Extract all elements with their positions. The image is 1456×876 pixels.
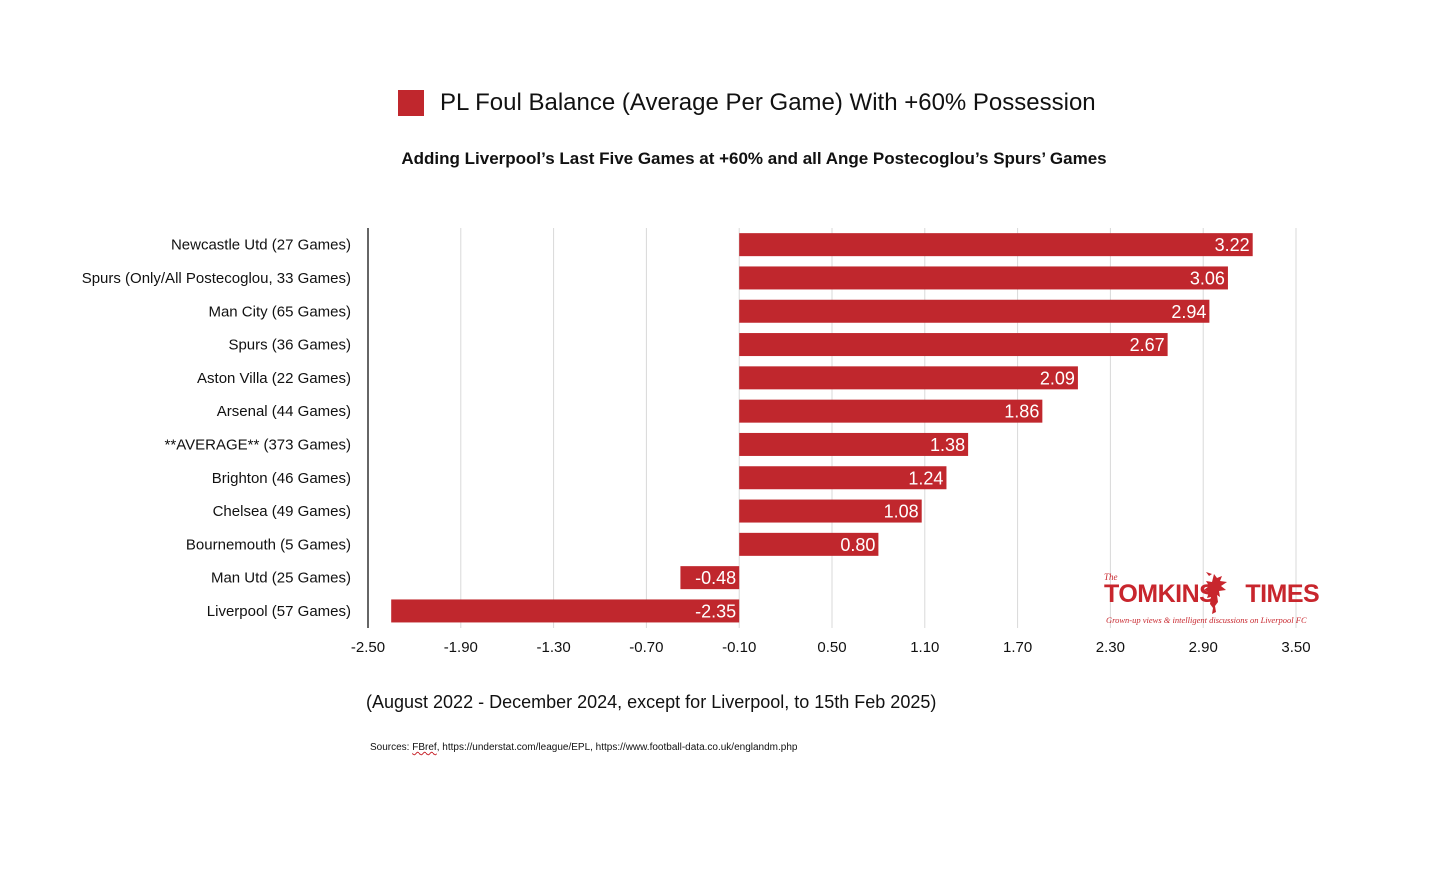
category-label: Bournemouth (5 Games) [186,536,351,553]
bar-value-label: 1.24 [908,468,943,488]
category-label: Brighton (46 Games) [212,470,351,487]
x-tick-label: 3.50 [1281,639,1310,656]
bar [739,532,879,556]
bar-value-label: 2.09 [1040,368,1075,388]
bar [739,432,969,456]
sources-fbref: FBref [412,742,437,753]
bar [739,399,1043,423]
bar [739,266,1228,290]
bar [680,566,740,590]
category-label: **AVERAGE** (373 Games) [165,436,351,453]
chart-footnote: (August 2022 - December 2024, except for… [366,692,937,712]
category-label: Spurs (Only/All Postecoglou, 33 Games) [82,270,351,287]
bar [739,466,947,490]
bar-value-label: 2.94 [1171,302,1206,322]
liver-bird-icon [1204,572,1227,614]
brand-small-text: The [1104,572,1118,582]
x-tick-label: -1.30 [536,639,570,656]
bar [739,366,1078,390]
bar-value-label: 1.86 [1004,402,1039,422]
bar-value-label: 3.06 [1190,268,1225,288]
x-tick-label: 2.90 [1189,639,1218,656]
category-label: Aston Villa (22 Games) [197,370,351,387]
bar-value-label: 1.08 [884,502,919,522]
category-label: Arsenal (44 Games) [217,403,351,420]
x-tick-label: 0.50 [817,639,846,656]
bar-value-label: -2.35 [695,601,736,621]
category-label: Man Utd (25 Games) [211,570,351,587]
bar [739,499,922,523]
bar-value-label: 3.22 [1215,235,1250,255]
x-tick-label: -0.10 [722,639,756,656]
legend-swatch [398,90,424,116]
category-label: Chelsea (49 Games) [213,503,351,520]
bar-value-label: 2.67 [1130,335,1165,355]
x-tick-label: -1.90 [444,639,478,656]
sources-line: Sources: FBref, https://understat.com/le… [370,742,797,753]
brand-tagline: Grown-up views & intelligent discussions… [1106,615,1307,625]
x-tick-label: 1.10 [910,639,939,656]
bar [739,299,1210,323]
brand-name: TOMKINS TIMES [1104,580,1320,609]
bar [391,599,740,623]
brand-name-part2: TIMES [1245,580,1320,608]
category-label: Spurs (36 Games) [228,337,351,354]
bar-value-label: 1.38 [930,435,965,455]
x-tick-label: 2.30 [1096,639,1125,656]
category-label: Man City (65 Games) [208,303,351,320]
brand-name-part1: TOMKINS [1104,580,1216,608]
sources-rest: , https://understat.com/league/EPL, http… [436,742,798,753]
x-tick-label: -2.50 [351,639,385,656]
bar [739,333,1168,357]
brand-logo: The TOMKINS TIMES Grown-up views & intell… [1104,572,1320,628]
sources-prefix: Sources: [370,742,413,753]
bar-value-label: 0.80 [840,535,875,555]
category-label: Liverpool (57 Games) [207,603,351,620]
bar-value-label: -0.48 [695,568,736,588]
x-tick-label: -0.70 [629,639,663,656]
chart-legend: PL Foul Balance (Average Per Game) With … [398,86,1096,120]
legend-label: PL Foul Balance (Average Per Game) With … [440,89,1096,116]
category-label: Newcastle Utd (27 Games) [171,237,351,254]
x-tick-label: 1.70 [1003,639,1032,656]
bar [739,233,1253,257]
chart-subtitle: Adding Liverpool’s Last Five Games at +6… [401,149,1107,168]
